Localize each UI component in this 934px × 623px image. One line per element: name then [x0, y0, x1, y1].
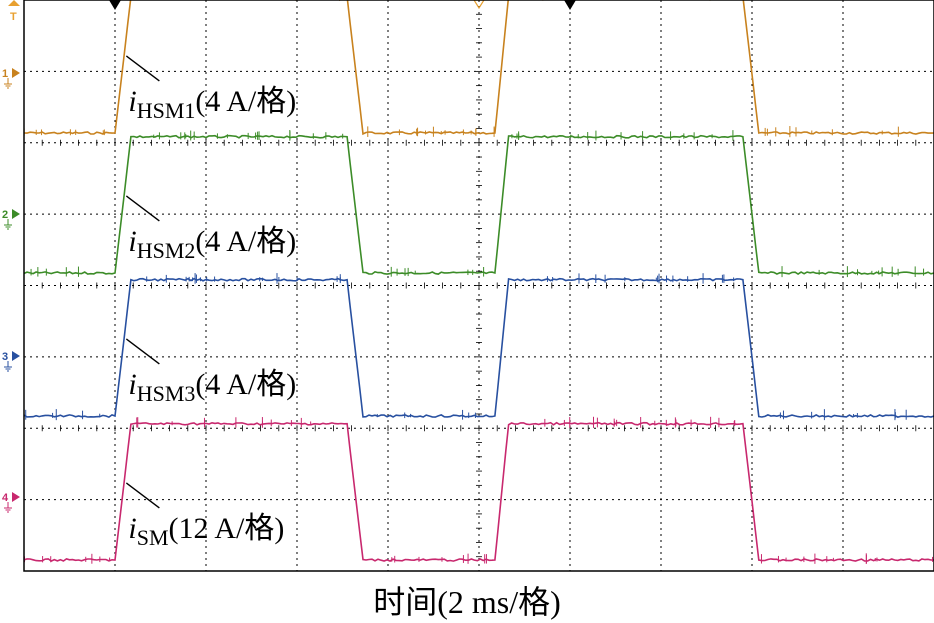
channel-arrow-icon: [12, 209, 20, 219]
channel-markers: 1 2 3 4 T: [2, 0, 576, 513]
leader-line: [125, 338, 160, 365]
channel-number: 1: [2, 68, 8, 80]
channel-marker-4: 4: [2, 492, 20, 513]
channel-number: 2: [2, 209, 8, 221]
plot-frame: [23, 0, 934, 572]
trigger-position-icon: [109, 0, 121, 10]
channel-arrow-icon: [12, 351, 20, 361]
trigger-level-marker: T: [8, 0, 20, 23]
waveform-traces: [23, 0, 934, 565]
leader-line: [125, 55, 160, 82]
trace-ch4: [23, 421, 934, 563]
channel-marker-1: 1: [2, 68, 20, 89]
trigger-position-icon: [473, 0, 485, 10]
trace-ch3: [23, 277, 934, 418]
channel-arrow-icon: [12, 68, 20, 78]
trace-label-ch2: iHSM2(4 A/格): [128, 225, 296, 263]
channel-number: 3: [2, 351, 8, 363]
channel-marker-3: 3: [2, 351, 20, 372]
leader-line: [125, 482, 160, 509]
channel-arrow-icon: [12, 492, 20, 502]
channel-number: 4: [2, 492, 9, 504]
channel-marker-2: 2: [2, 209, 20, 230]
trigger-level-icon: [8, 0, 20, 6]
trace-ch1: [23, 0, 934, 136]
x-axis-label: 时间(2 ms/格): [373, 584, 561, 620]
plot-grid: [23, 0, 934, 572]
trigger-position-icon: [564, 0, 576, 10]
trace-annotations: iHSM1(4 A/格) iHSM2(4 A/格) iHSM3(4 A/格) iSM(…: [125, 55, 296, 550]
trigger-level-text: T: [10, 11, 17, 23]
trace-label-ch4: iSM(12 A/格): [128, 512, 284, 550]
leader-line: [125, 195, 160, 222]
trace-label-ch1: iHSM1(4 A/格): [128, 85, 296, 123]
trace-label-ch3: iHSM3(4 A/格): [128, 368, 296, 406]
